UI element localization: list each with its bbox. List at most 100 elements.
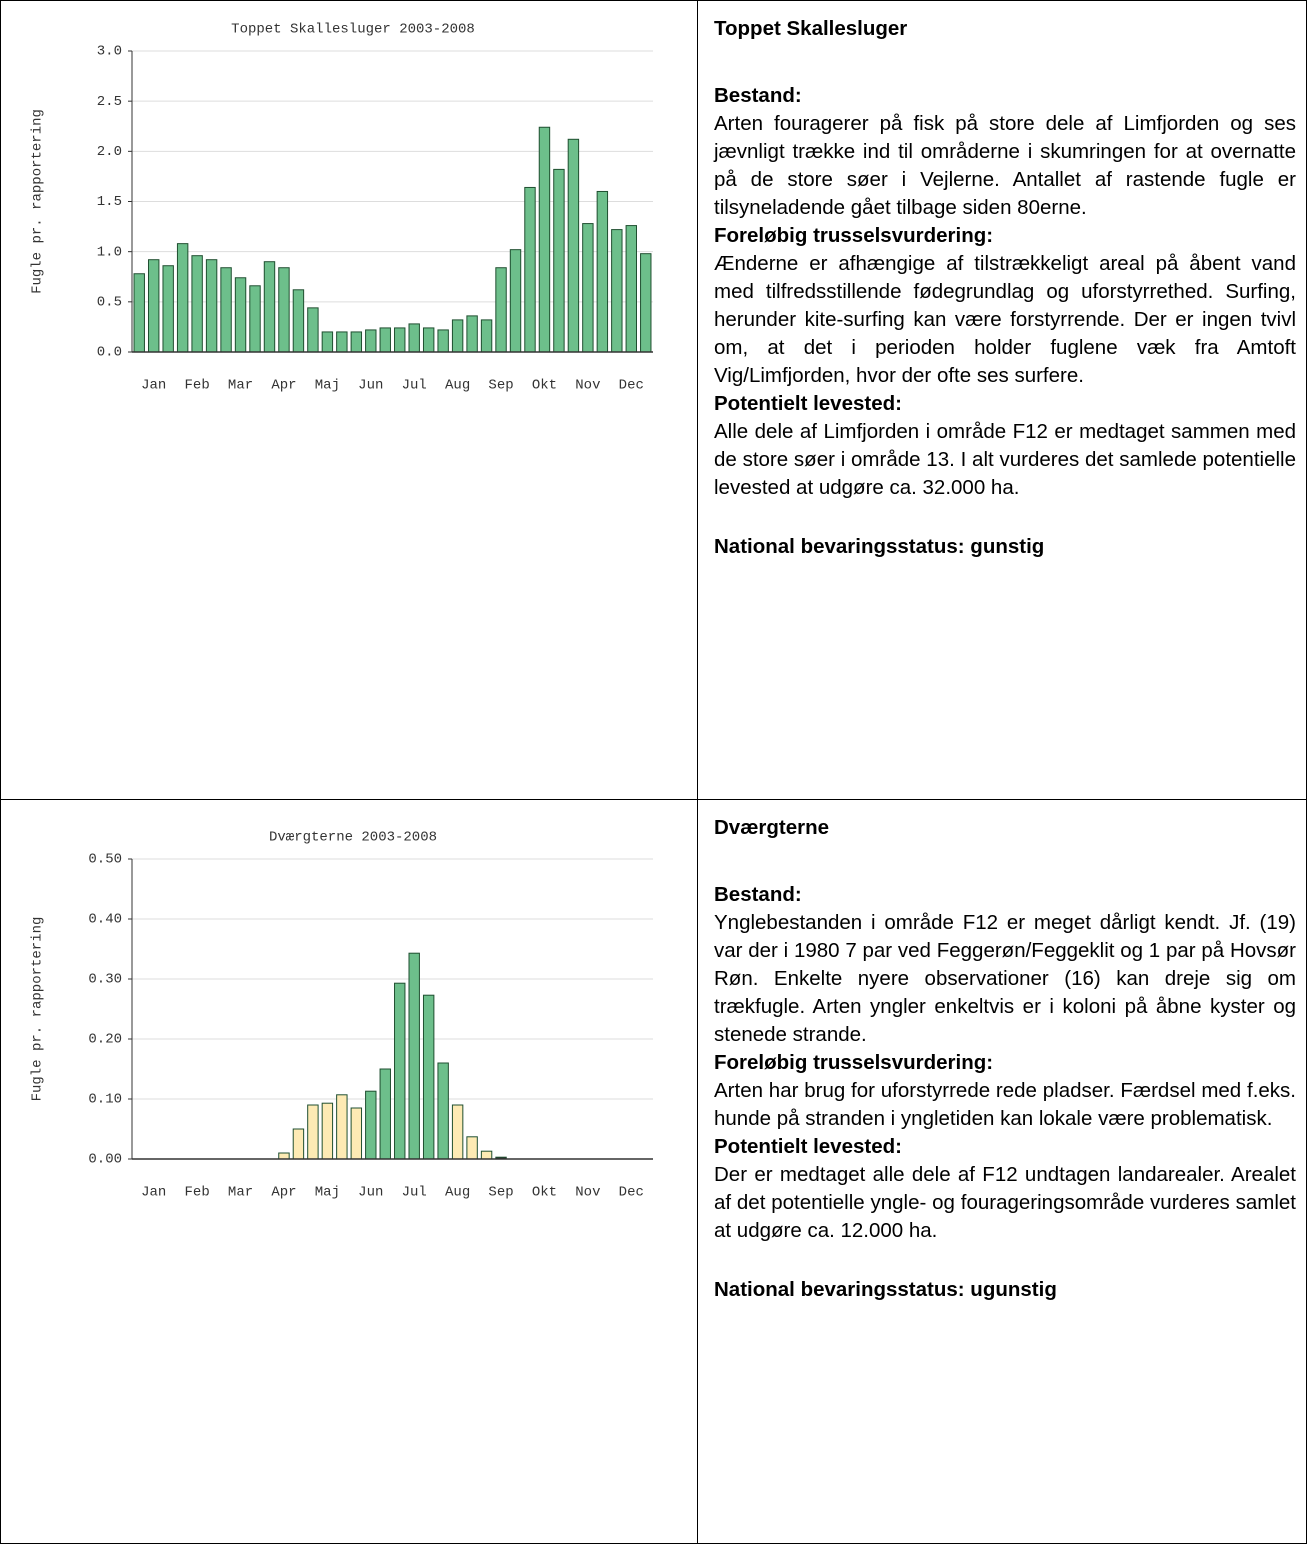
bar bbox=[191, 255, 203, 353]
bar bbox=[321, 1102, 334, 1160]
x-tick-label: Jan bbox=[141, 1185, 166, 1200]
x-tick-label: Feb bbox=[185, 378, 210, 394]
x-tick-label: Jun bbox=[358, 1185, 383, 1200]
chart: Dværgterne 2003-2008 Fugle pr. rapporteri… bbox=[30, 830, 653, 1200]
bar bbox=[553, 168, 565, 353]
chart: Toppet Skallesluger 2003-2008 Fugle pr. r… bbox=[30, 22, 653, 394]
bar bbox=[292, 1128, 305, 1160]
heading: Bestand: bbox=[714, 883, 802, 906]
y-axis-label: Fugle pr. rapportering bbox=[30, 109, 46, 294]
status: National bevaringsstatus: ugunstig bbox=[714, 1278, 1057, 1301]
bar bbox=[437, 329, 449, 353]
y-tick-label: 0.30 bbox=[88, 972, 122, 988]
bar bbox=[480, 1150, 493, 1160]
bar bbox=[640, 253, 652, 353]
bar bbox=[524, 186, 536, 353]
status: National bevaringsstatus: gunstig bbox=[714, 535, 1045, 558]
x-tick-label: Jul bbox=[402, 1185, 427, 1200]
x-tick-label: Dec bbox=[619, 378, 644, 394]
bar bbox=[582, 223, 594, 353]
bar bbox=[292, 289, 305, 353]
bar bbox=[321, 331, 334, 353]
y-tick-label: 2.0 bbox=[97, 144, 122, 160]
bar bbox=[249, 285, 261, 353]
bar bbox=[176, 243, 189, 353]
bar bbox=[234, 277, 247, 353]
y-tick-label: 0.00 bbox=[88, 1152, 122, 1168]
species-title: Dværgterne bbox=[714, 816, 830, 839]
y-tick-label: 0.0 bbox=[97, 345, 122, 361]
species-title: Toppet Skallesluger bbox=[714, 17, 908, 40]
heading: Potentielt levested: bbox=[714, 1135, 902, 1158]
bar bbox=[451, 319, 464, 353]
bar bbox=[422, 994, 435, 1160]
paragraph: Ynglebestanden i område F12 er meget dår… bbox=[714, 911, 1296, 1046]
x-tick-label: Mar bbox=[228, 378, 253, 394]
x-tick-label: Aug bbox=[445, 1185, 470, 1200]
bar bbox=[365, 1090, 377, 1160]
bar bbox=[336, 1094, 348, 1160]
text-cell: Dværgterne Bestand: Ynglebestanden i omr… bbox=[698, 800, 1306, 1304]
bar bbox=[567, 138, 580, 353]
x-tick-label: Feb bbox=[185, 1185, 210, 1200]
bar bbox=[466, 315, 478, 353]
y-tick-label: 0.5 bbox=[97, 295, 122, 311]
paragraph: Arten fouragerer på fisk på store dele a… bbox=[714, 112, 1296, 219]
chart-title: Toppet Skallesluger 2003-2008 bbox=[231, 22, 475, 38]
x-tick-label: Jun bbox=[358, 378, 383, 394]
x-tick-label: Sep bbox=[488, 1185, 513, 1200]
bar bbox=[350, 1107, 363, 1160]
bar bbox=[466, 1136, 478, 1160]
bar bbox=[350, 331, 363, 353]
y-tick-label: 0.50 bbox=[88, 852, 122, 868]
bar bbox=[205, 259, 218, 353]
row: Dværgterne 2003-2008 Fugle pr. rapporteri… bbox=[0, 799, 1307, 1544]
bar bbox=[480, 319, 493, 353]
x-tick-label: Aug bbox=[445, 378, 470, 394]
bar bbox=[220, 267, 232, 353]
y-tick-label: 1.0 bbox=[97, 244, 122, 260]
bar bbox=[394, 982, 406, 1160]
x-tick-label: Maj bbox=[315, 1185, 340, 1200]
chart-cell: Toppet Skallesluger 2003-2008 Fugle pr. r… bbox=[1, 1, 698, 799]
text-cell: Toppet Skallesluger Bestand: Arten foura… bbox=[698, 1, 1306, 561]
bar bbox=[133, 273, 145, 353]
bar bbox=[495, 267, 507, 353]
bar bbox=[307, 307, 319, 353]
chart-cell: Dværgterne 2003-2008 Fugle pr. rapporteri… bbox=[1, 800, 698, 1543]
x-tick-label: Dec bbox=[619, 1185, 644, 1200]
y-tick-label: 0.40 bbox=[88, 912, 122, 928]
x-tick-label: Maj bbox=[315, 378, 340, 394]
bar bbox=[596, 190, 609, 353]
heading: Bestand: bbox=[714, 84, 802, 107]
bar bbox=[278, 267, 290, 353]
paragraph: Der er medtaget alle dele af F12 undtage… bbox=[714, 1163, 1296, 1242]
y-tick-label: 0.20 bbox=[88, 1032, 122, 1048]
bar bbox=[611, 229, 623, 353]
bar bbox=[437, 1062, 449, 1160]
bar bbox=[263, 261, 276, 353]
x-tick-label: Mar bbox=[228, 1185, 253, 1200]
x-tick-label: Okt bbox=[532, 1185, 557, 1200]
x-tick-label: Jan bbox=[141, 378, 166, 394]
x-tick-label: Apr bbox=[271, 378, 296, 394]
bar bbox=[379, 1068, 391, 1160]
heading: Foreløbig trusselsvurdering: bbox=[714, 1051, 994, 1074]
x-tick-label: Sep bbox=[488, 378, 513, 394]
bar bbox=[379, 327, 391, 353]
bar bbox=[451, 1104, 464, 1160]
bar bbox=[408, 323, 420, 353]
y-tick-label: 0.10 bbox=[88, 1092, 122, 1108]
bar bbox=[147, 259, 160, 353]
paragraph: Arten har brug for uforstyrrede rede pla… bbox=[714, 1079, 1296, 1130]
heading: Foreløbig trusselsvurdering: bbox=[714, 224, 994, 247]
bar bbox=[625, 225, 638, 353]
y-axis-label: Fugle pr. rapportering bbox=[30, 917, 46, 1102]
bar bbox=[394, 327, 406, 353]
chart-title: Dværgterne 2003-2008 bbox=[269, 830, 437, 846]
bar bbox=[422, 327, 435, 353]
paragraph: Ænderne er afhængige af tilstrækkeligt a… bbox=[714, 252, 1296, 387]
bar bbox=[365, 329, 377, 353]
bar bbox=[509, 249, 522, 353]
